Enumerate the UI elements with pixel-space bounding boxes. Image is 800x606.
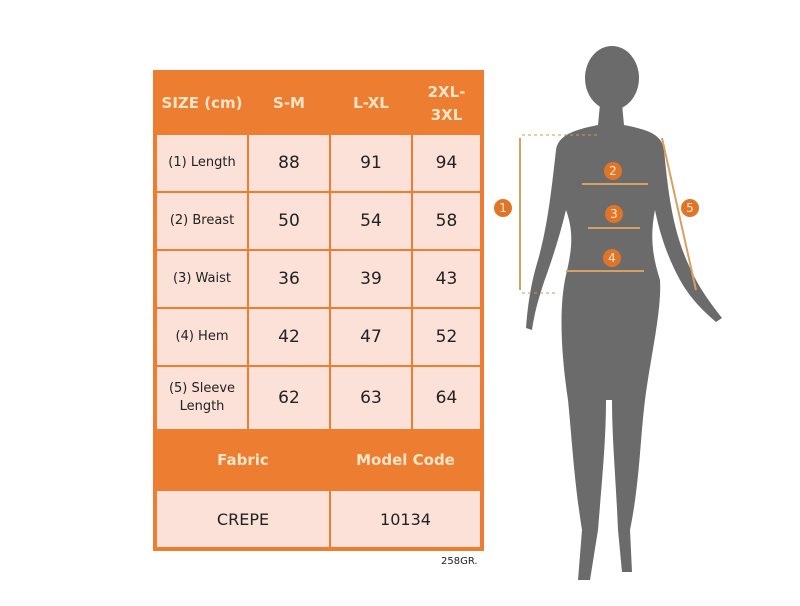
marker-5-label: 5 — [686, 201, 694, 215]
header-size: SIZE (cm) — [155, 72, 249, 135]
cell: 43 — [411, 249, 482, 309]
model-code-value: 10134 — [329, 489, 482, 549]
marker-1-icon — [494, 199, 512, 217]
marker-1-label: 1 — [499, 201, 507, 215]
table-row: (5) Sleeve Length 62 63 64 — [155, 365, 482, 431]
weight-label: 258GR. — [441, 556, 478, 567]
cell: 39 — [329, 249, 413, 309]
fabric-label: Fabric — [155, 429, 331, 491]
cell: 58 — [411, 191, 482, 251]
row-label: (4) Hem — [155, 307, 249, 367]
cell: 94 — [411, 133, 482, 193]
body-silhouette: 1 2 3 4 5 — [494, 46, 722, 580]
cell: 54 — [329, 191, 413, 251]
cell: 47 — [329, 307, 413, 367]
header-row: SIZE (cm) S-M L-XL 2XL- 3XL — [155, 72, 482, 135]
cell: 42 — [247, 307, 331, 367]
fabric-value-row: CREPE 10134 — [155, 489, 482, 549]
marker-5-icon — [681, 199, 699, 217]
header-s-m: S-M — [247, 72, 331, 135]
cell: 50 — [247, 191, 331, 251]
table-row: (1) Length 88 91 94 — [155, 133, 482, 193]
fabric-header-row: Fabric Model Code — [155, 429, 482, 491]
marker-4-icon — [603, 249, 621, 267]
silhouette-icon — [526, 46, 722, 580]
table-row: (4) Hem 42 47 52 — [155, 307, 482, 367]
measurement-arrows — [519, 137, 697, 291]
header-l-xl: L-XL — [329, 72, 413, 135]
cell: 64 — [411, 365, 482, 431]
cell: 52 — [411, 307, 482, 367]
row-label: (2) Breast — [155, 191, 249, 251]
marker-3-label: 3 — [610, 207, 618, 221]
size-chart-table: SIZE (cm) S-M L-XL 2XL- 3XL (1) Length 8… — [153, 70, 484, 551]
marker-circles — [494, 162, 699, 267]
cell: 62 — [247, 365, 331, 431]
fabric-value: CREPE — [155, 489, 331, 549]
marker-4-label: 4 — [608, 251, 616, 265]
table-row: (3) Waist 36 39 43 — [155, 249, 482, 309]
cell: 88 — [247, 133, 331, 193]
header-2xl-3xl: 2XL- 3XL — [411, 72, 482, 135]
cell: 36 — [247, 249, 331, 309]
row-label: (1) Length — [155, 133, 249, 193]
cell: 63 — [329, 365, 413, 431]
row-label: (3) Waist — [155, 249, 249, 309]
marker-2-icon — [604, 162, 622, 180]
table-row: (2) Breast 50 54 58 — [155, 191, 482, 251]
row-label: (5) Sleeve Length — [155, 365, 249, 431]
cell: 91 — [329, 133, 413, 193]
marker-2-label: 2 — [609, 164, 617, 178]
marker-3-icon — [605, 205, 623, 223]
model-code-label: Model Code — [329, 429, 482, 491]
